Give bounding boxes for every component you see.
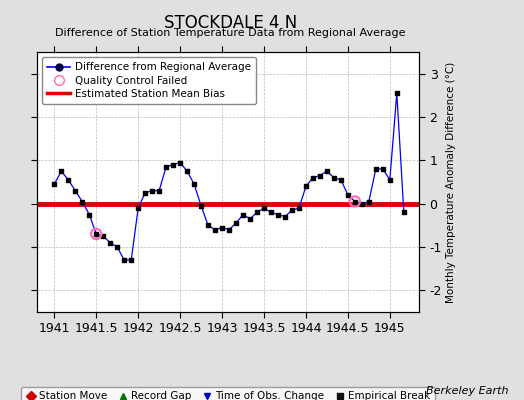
Point	[302, 183, 310, 190]
Point	[260, 205, 268, 211]
Point	[85, 211, 93, 218]
Point	[218, 224, 226, 231]
Point	[288, 207, 296, 213]
Point	[57, 168, 66, 174]
Point	[253, 209, 261, 216]
Point	[239, 211, 247, 218]
Point	[120, 257, 128, 263]
Point	[141, 190, 149, 196]
Point	[92, 231, 101, 237]
Point	[225, 226, 233, 233]
Point	[169, 162, 177, 168]
Text: Berkeley Earth: Berkeley Earth	[426, 386, 508, 396]
Point	[148, 188, 156, 194]
Point	[386, 177, 394, 183]
Point	[316, 172, 324, 179]
Point	[204, 222, 212, 228]
Point	[162, 164, 170, 170]
Y-axis label: Monthly Temperature Anomaly Difference (°C): Monthly Temperature Anomaly Difference (…	[446, 61, 456, 303]
Point	[323, 168, 331, 174]
Point	[155, 188, 163, 194]
Point	[211, 226, 220, 233]
Point	[92, 231, 101, 237]
Point	[190, 181, 198, 187]
Legend: Station Move, Record Gap, Time of Obs. Change, Empirical Break: Station Move, Record Gap, Time of Obs. C…	[21, 387, 435, 400]
Point	[183, 168, 191, 174]
Point	[78, 198, 86, 205]
Text: Difference of Station Temperature Data from Regional Average: Difference of Station Temperature Data f…	[56, 28, 406, 38]
Point	[330, 174, 338, 181]
Point	[309, 174, 317, 181]
Point	[246, 216, 254, 222]
Point	[274, 211, 282, 218]
Point	[267, 209, 275, 216]
Point	[176, 159, 184, 166]
Point	[50, 181, 59, 187]
Point	[127, 257, 135, 263]
Point	[400, 209, 408, 216]
Point	[351, 198, 359, 205]
Point	[392, 90, 401, 96]
Point	[106, 240, 114, 246]
Point	[197, 203, 205, 209]
Point	[281, 214, 289, 220]
Point	[232, 220, 241, 226]
Point	[134, 205, 143, 211]
Point	[113, 244, 122, 250]
Point	[351, 198, 359, 205]
Point	[337, 177, 345, 183]
Point	[64, 177, 72, 183]
Point	[99, 233, 107, 239]
Text: STOCKDALE 4 N: STOCKDALE 4 N	[164, 14, 297, 32]
Point	[365, 198, 373, 205]
Point	[372, 166, 380, 172]
Point	[358, 200, 366, 207]
Point	[379, 166, 387, 172]
Point	[344, 192, 352, 198]
Point	[295, 205, 303, 211]
Point	[71, 188, 80, 194]
